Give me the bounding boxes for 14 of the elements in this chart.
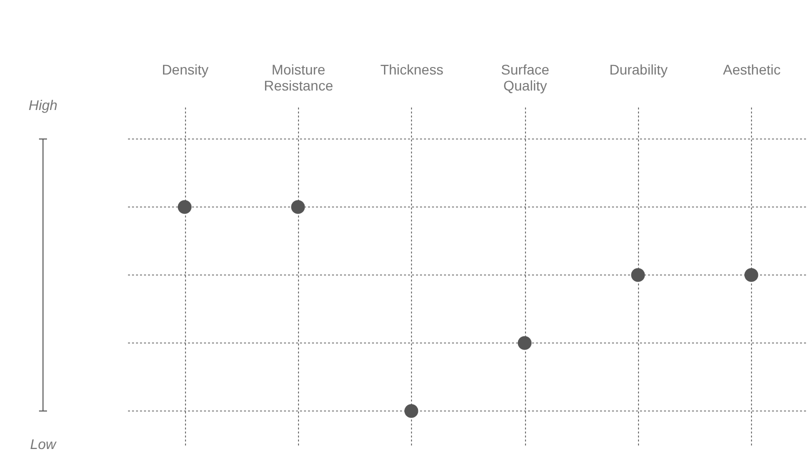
x-tick-label: Moisture Resistance <box>264 62 334 94</box>
point <box>291 200 305 214</box>
point <box>178 200 192 214</box>
text: Low <box>30 436 57 452</box>
point <box>631 268 645 282</box>
point <box>518 336 532 350</box>
x-tick-label: Density <box>162 62 209 78</box>
x-tick-label: Aesthetic <box>723 62 781 78</box>
point <box>404 404 418 418</box>
x-tick-label: Surface Quality <box>501 62 550 94</box>
text: High <box>28 97 58 113</box>
x-tick-label: Durability <box>609 62 668 78</box>
point <box>744 268 758 282</box>
x-tick-label: Thickness <box>380 62 444 78</box>
